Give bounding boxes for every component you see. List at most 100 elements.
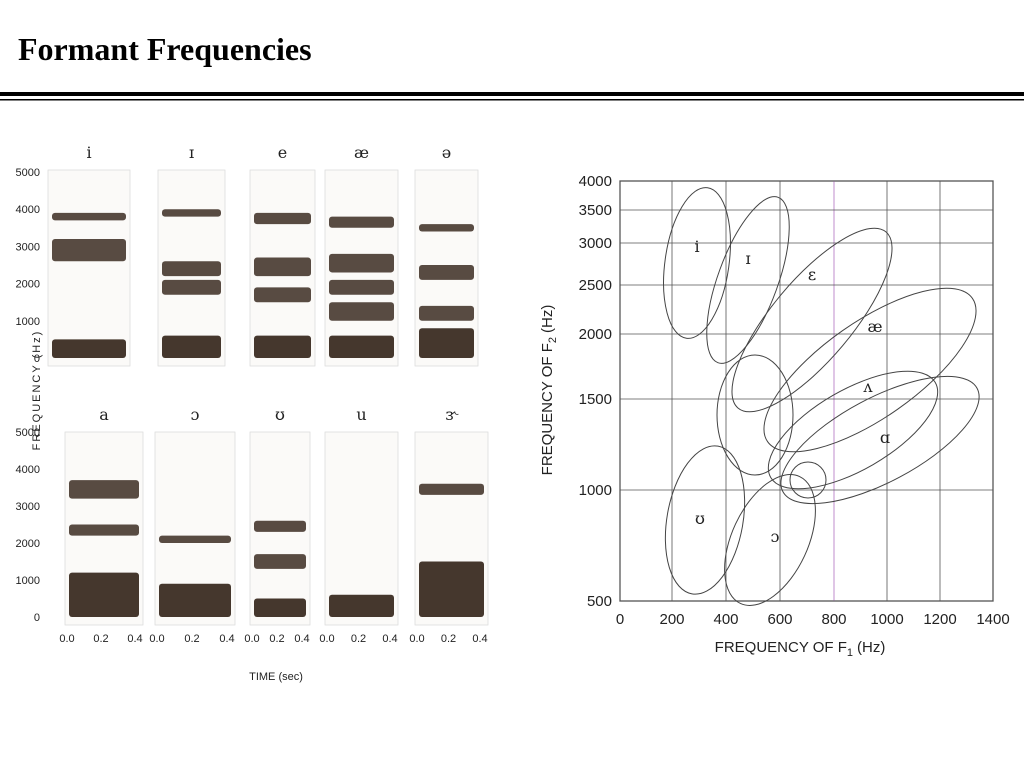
vowel-symbol: ʊ [275, 405, 285, 424]
x-tick-label: 1000 [870, 611, 903, 628]
x-axis-label-text: FREQUENCY OF F [715, 639, 847, 656]
y-axis-label-subscript: 2 [547, 337, 559, 343]
spectrogram-panel [324, 431, 399, 626]
time-tick: 0.4 [294, 633, 309, 645]
spectrogram-panel [47, 169, 131, 367]
vowel-chart: 0 200 400 600 800 1000 1200 1400400035003000250… [539, 173, 1010, 659]
vowel-symbol: ɪ [189, 143, 194, 162]
x-axis-label-unit: (Hz) [857, 639, 885, 656]
formant-band [419, 561, 484, 617]
vowel-label: ε [808, 265, 816, 284]
formant-band [419, 224, 474, 232]
vowel-region [789, 461, 827, 499]
time-tick: 0.0 [319, 633, 334, 645]
vowel-symbol: u [356, 405, 366, 424]
formant-band [159, 583, 231, 617]
formant-band [162, 209, 221, 217]
x-tick-label: 0 [616, 611, 624, 628]
formant-band [69, 480, 139, 499]
time-tick: 0.4 [127, 633, 142, 645]
spectrogram-y-tick: 5000 [16, 427, 40, 439]
formant-band [329, 253, 394, 273]
y-axis-label: FREQUENCY OF F2 (Hz) [539, 305, 559, 476]
formant-band [52, 212, 126, 221]
vowel-region [731, 227, 893, 413]
vowel-label: ɑ [880, 428, 890, 447]
formant-band [254, 212, 311, 225]
time-tick: 0.0 [149, 633, 164, 645]
plot-frame [619, 180, 994, 602]
formant-band [52, 238, 126, 262]
x-tick-label: 200 [659, 611, 684, 628]
formant-band [162, 335, 221, 358]
spectrogram-y-tick: 2000 [16, 538, 40, 550]
vowel-symbol: æ [354, 143, 369, 162]
y-axis-label-unit: (Hz) [539, 305, 556, 333]
formant-band [254, 335, 311, 358]
y-tick-label: 1500 [579, 391, 612, 408]
title-rule-thick [0, 92, 1024, 96]
x-tick-label: 400 [713, 611, 738, 628]
vowel-region [716, 354, 794, 476]
y-tick-label: 2500 [579, 277, 612, 294]
vowel-region [706, 196, 790, 364]
spectrogram-y-tick: 3000 [16, 241, 40, 253]
vowel-label: ɪ [745, 249, 750, 268]
vowel-region [763, 287, 977, 453]
vowel-region [724, 474, 816, 606]
vowel-label: ʊ [695, 509, 705, 528]
vowel-label: i [694, 237, 699, 256]
time-tick: 0.2 [93, 633, 108, 645]
time-tick: 0.0 [244, 633, 259, 645]
spectrogram-x-label: TIME (sec) [249, 671, 303, 683]
time-tick: 0.2 [269, 633, 284, 645]
y-tick-label: 3000 [579, 235, 612, 252]
formant-band [329, 302, 394, 321]
formant-band [419, 305, 474, 321]
spectrogram-y-tick: 5000 [16, 167, 40, 179]
time-tick: 0.2 [441, 633, 456, 645]
vowel-symbol: i [86, 143, 91, 162]
formant-band [52, 339, 126, 358]
time-tick: 0.4 [382, 633, 397, 645]
time-tick: 0.4 [472, 633, 487, 645]
slide-title: Formant Frequencies [18, 31, 312, 67]
formant-band [159, 535, 231, 543]
x-axis-label-subscript: 1 [847, 647, 853, 659]
formant-band [329, 335, 394, 358]
y-tick-label: 500 [587, 593, 612, 610]
spectrogram-y-tick: 1000 [16, 575, 40, 587]
formant-band [419, 328, 474, 358]
formant-band [254, 520, 306, 532]
formant-band [254, 287, 311, 303]
vowel-label: æ [867, 317, 882, 336]
formant-band [254, 598, 306, 617]
vowel-symbol: ə [442, 143, 451, 162]
formant-band [419, 483, 484, 495]
vowel-region [664, 445, 746, 595]
x-tick-label: 1400 [976, 611, 1009, 628]
y-tick-label: 2000 [579, 326, 612, 343]
y-tick-label: 3500 [579, 202, 612, 219]
time-tick: 0.0 [59, 633, 74, 645]
title-rule-thin [0, 99, 1024, 101]
vowel-label: ʌ [862, 377, 872, 396]
formant-band [329, 594, 394, 617]
time-tick: 0.0 [409, 633, 424, 645]
vowel-symbol: e [278, 143, 287, 162]
spectrogram-y-tick: 4000 [16, 204, 40, 216]
spectrogram-y-tick: 0 [34, 353, 40, 365]
y-tick-label: 4000 [579, 173, 612, 190]
vowel-symbol: ɝ [445, 405, 459, 424]
spectrogram-y-tick: 2000 [16, 279, 40, 291]
x-tick-label: 1200 [923, 611, 956, 628]
formant-band [254, 257, 311, 277]
spectrogram-y-label: FREQUENCY (Hz) [31, 330, 43, 451]
formant-band [329, 279, 394, 295]
vowel-label: ɔ [771, 527, 780, 546]
formant-band [69, 572, 139, 617]
formant-band [329, 216, 394, 228]
vowel-region [663, 187, 731, 339]
x-tick-label: 800 [821, 611, 846, 628]
